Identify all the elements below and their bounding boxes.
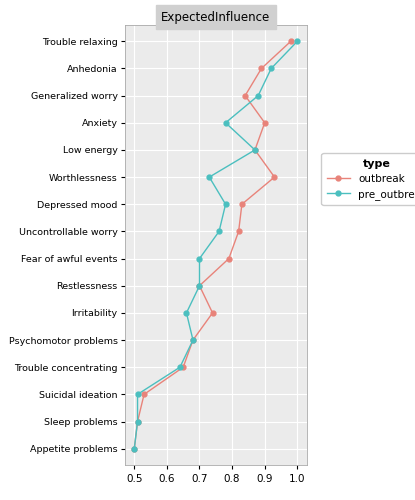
outbreak bbox=[259, 66, 264, 71]
pre_outbreak bbox=[190, 337, 195, 343]
outbreak bbox=[239, 202, 244, 207]
pre_outbreak bbox=[223, 202, 228, 207]
outbreak bbox=[132, 446, 137, 452]
Line: pre_outbreak: pre_outbreak bbox=[132, 39, 300, 451]
outbreak bbox=[236, 228, 241, 234]
pre_outbreak bbox=[256, 92, 261, 98]
outbreak bbox=[135, 418, 140, 424]
outbreak bbox=[262, 120, 267, 126]
Title: ExpectedInfluence: ExpectedInfluence bbox=[161, 11, 271, 24]
pre_outbreak bbox=[197, 256, 202, 262]
outbreak bbox=[252, 147, 257, 153]
pre_outbreak bbox=[252, 147, 257, 153]
outbreak bbox=[243, 92, 248, 98]
pre_outbreak bbox=[184, 310, 189, 316]
pre_outbreak bbox=[217, 228, 222, 234]
pre_outbreak bbox=[178, 364, 183, 370]
outbreak bbox=[181, 364, 186, 370]
outbreak bbox=[210, 310, 215, 316]
Line: outbreak: outbreak bbox=[132, 39, 293, 451]
pre_outbreak bbox=[269, 66, 274, 71]
pre_outbreak bbox=[223, 120, 228, 126]
outbreak bbox=[197, 282, 202, 288]
outbreak bbox=[226, 256, 231, 262]
pre_outbreak bbox=[295, 38, 300, 44]
pre_outbreak bbox=[135, 392, 140, 398]
pre_outbreak bbox=[207, 174, 212, 180]
pre_outbreak bbox=[197, 282, 202, 288]
outbreak bbox=[288, 38, 293, 44]
outbreak bbox=[272, 174, 277, 180]
Legend: outbreak, pre_outbreak: outbreak, pre_outbreak bbox=[322, 154, 415, 205]
pre_outbreak bbox=[135, 418, 140, 424]
outbreak bbox=[190, 337, 195, 343]
pre_outbreak bbox=[132, 446, 137, 452]
outbreak bbox=[142, 392, 146, 398]
